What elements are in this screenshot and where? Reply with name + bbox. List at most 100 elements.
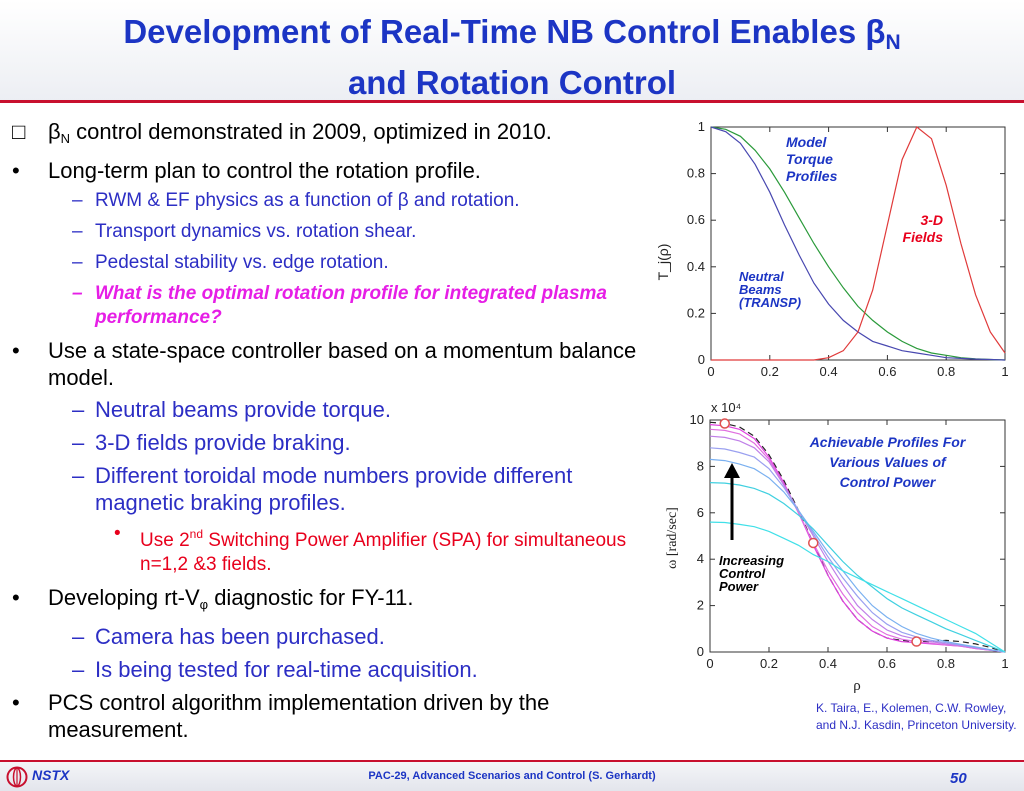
annotation-line: Achievable Profiles For <box>809 434 966 450</box>
sub-bullet: – RWM & EF physics as a function of β and… <box>10 189 660 213</box>
bullet-marker: • <box>12 690 20 715</box>
annotation-line: Profiles <box>786 168 838 184</box>
y-tick-label: 10 <box>690 412 704 427</box>
annotation-line: (TRANSP) <box>739 295 802 310</box>
sub-bullet: – Neutral beams provide torque. <box>10 396 660 423</box>
annotation-line: Various Values of <box>829 454 946 470</box>
beta-subscript: N <box>60 131 71 146</box>
bullet-text: Long-term plan to control the rotation p… <box>48 158 481 183</box>
x-axis-label: ρ <box>853 678 861 694</box>
bullet-text: PCS control algorithm implementation dri… <box>48 690 550 742</box>
header-rule <box>0 100 1024 103</box>
sub-bullet-text: Camera has been purchased. <box>95 624 385 649</box>
page-number: 50 <box>950 770 967 787</box>
x-tick-label: 0.6 <box>878 656 896 671</box>
sub-bullet-text: RWM & EF physics as a function of β and … <box>95 190 520 211</box>
annotation-line: Torque <box>786 151 833 167</box>
bullet-pcs: • PCS control algorithm implementation d… <box>10 689 660 743</box>
title-line2: and Rotation Control <box>347 64 677 101</box>
sub-sub-bullet: • Use 2nd Switching Power Amplifier (SPA… <box>10 522 660 577</box>
dash-marker: – <box>72 252 83 273</box>
footer-center-text: PAC-29, Advanced Scenarios and Control (… <box>368 770 656 782</box>
annotation-line: Increasing <box>719 553 785 568</box>
sub-bullet-text: 3-D fields provide braking. <box>95 430 351 455</box>
y-tick-label: 0.6 <box>687 212 705 227</box>
sub-bullet: – Transport dynamics vs. rotation shear. <box>10 220 660 244</box>
dot-marker: • <box>114 523 121 544</box>
diag-text-post: diagnostic for FY-11. <box>208 585 414 610</box>
y-tick-label: 0.4 <box>687 259 705 274</box>
footer-rule <box>0 760 1024 762</box>
x-tick-label: 0 <box>707 364 714 379</box>
dash-marker: – <box>72 463 85 488</box>
y-tick-label: 0.8 <box>687 166 705 181</box>
bullet-state-space: • Use a state-space controller based on … <box>10 337 660 391</box>
citation: K. Taira, E., Kolemen, C.W. Rowley, and … <box>816 701 1017 732</box>
x-tick-label: 0.8 <box>937 656 955 671</box>
sub-bullet-text: Neutral beams provide torque. <box>95 397 391 422</box>
y-tick-label: 8 <box>697 458 704 473</box>
series-line-1 <box>710 126 1006 361</box>
y-scale-label: x 10⁴ <box>711 400 741 415</box>
annotation-neutral-beams: Neutral Beams (TRANSP) <box>739 270 801 309</box>
beta-symbol: β <box>48 119 61 144</box>
dash-marker: – <box>72 657 85 682</box>
annotation-line: Neutral <box>739 269 784 284</box>
bullet-text: control demonstrated in 2009, optimized … <box>70 119 552 144</box>
x-tick-label: 0.2 <box>761 364 779 379</box>
bullet-marker: • <box>12 585 20 610</box>
bullet-long-term-plan: • Long-term plan to control the rotation… <box>10 157 660 184</box>
ordinal-suffix: nd <box>189 527 203 541</box>
x-tick-label: 0.8 <box>937 364 955 379</box>
annotation-line: Fields <box>902 229 943 245</box>
checkbox-marker: □ <box>12 119 26 144</box>
nstx-logo-icon <box>6 766 28 788</box>
bullet-marker: • <box>12 338 20 363</box>
annotation-line: Control Power <box>839 474 936 490</box>
y-tick-label: 1 <box>698 119 705 134</box>
sub-bullet: – Pedestal stability vs. edge rotation. <box>10 251 660 275</box>
title-subscript: N <box>885 31 901 54</box>
logo-text: NSTX <box>32 767 70 783</box>
x-tick-label: 0.4 <box>820 364 838 379</box>
bullet-list: □ βN control demonstrated in 2009, optim… <box>10 118 660 748</box>
sub-bullet-text: Different toroidal mode numbers provide … <box>95 463 573 515</box>
sub-bullet-highlight: – What is the optimal rotation profile fo… <box>10 282 660 330</box>
series-line-2 <box>710 126 1006 361</box>
data-point-marker <box>719 418 730 429</box>
sub-bullet-text: Is being tested for real-time acquisitio… <box>95 657 478 682</box>
annotation-line: Control <box>719 566 766 581</box>
series-line-3 <box>711 126 1006 361</box>
sub-bullet: – Is being tested for real-time acquisiti… <box>10 656 660 683</box>
sub-bullet-text: Pedestal stability vs. edge rotation. <box>95 252 389 273</box>
dash-marker: – <box>72 624 85 649</box>
annotation-achievable: Achievable Profiles For Various Values o… <box>790 432 985 492</box>
y-tick-label: 0.2 <box>687 305 705 320</box>
sub-bullet-text: Transport dynamics vs. rotation shear. <box>95 221 417 242</box>
sub-bullet: – Different toroidal mode numbers provide… <box>10 462 660 516</box>
dash-marker: – <box>72 283 83 304</box>
y-tick-label: 6 <box>697 505 704 520</box>
slide-footer <box>0 762 1024 791</box>
annotation-increasing-power: Increasing Control Power <box>719 554 784 593</box>
dash-marker: – <box>72 221 83 242</box>
slide-header <box>0 0 1024 102</box>
y-tick-label: 4 <box>697 551 704 566</box>
y-tick-label: 0 <box>697 644 704 659</box>
slide-title: Development of Real-Time NB Control Enab… <box>0 12 1024 103</box>
x-tick-label: 0.4 <box>819 656 837 671</box>
data-point-marker <box>808 537 819 549</box>
bullet-rt-diagnostic: • Developing rt-Vφ diagnostic for FY-11. <box>10 584 660 618</box>
title-line1: Development of Real-Time NB Control Enab… <box>123 13 886 50</box>
x-tick-label: 1 <box>1001 364 1008 379</box>
sub-bullet: – Camera has been purchased. <box>10 623 660 650</box>
bullet-beta-control: □ βN control demonstrated in 2009, optim… <box>10 118 660 152</box>
phi-subscript: φ <box>199 597 209 612</box>
annotation-line: Model <box>786 134 827 150</box>
annotation-line: Power <box>719 579 759 594</box>
plot-area <box>710 126 1006 361</box>
annotation-line: 3-D <box>920 212 943 228</box>
y-tick-label: 0 <box>698 352 705 367</box>
dash-marker: – <box>72 430 85 455</box>
x-tick-label: 1 <box>1001 656 1008 671</box>
